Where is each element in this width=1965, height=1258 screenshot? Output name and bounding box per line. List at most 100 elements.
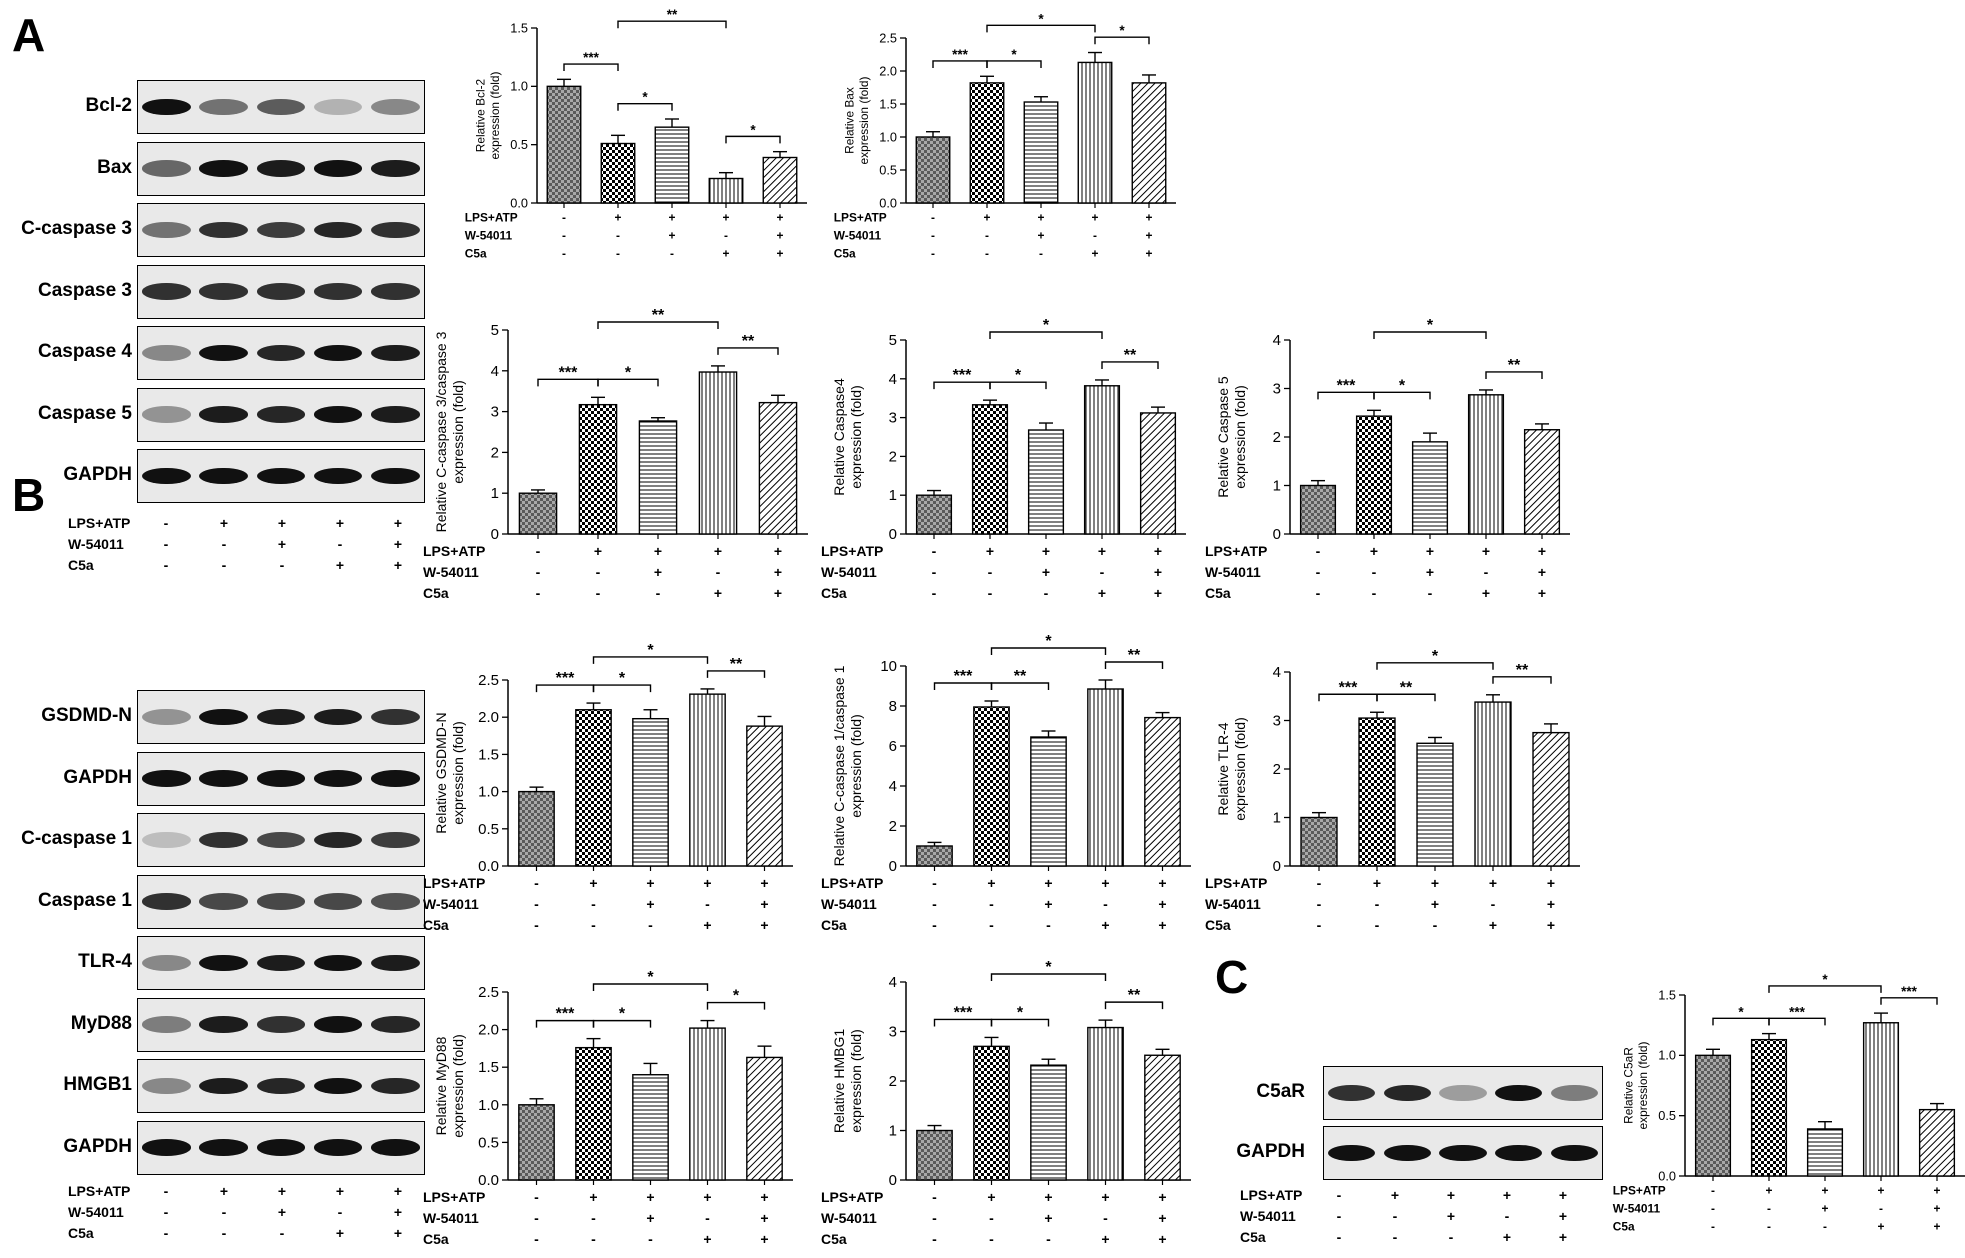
hmgb1-treatment-sign: -: [932, 1210, 937, 1226]
blot-label: GAPDH: [63, 1135, 132, 1157]
blot-c-treatment-label: LPS+ATP: [1240, 1187, 1303, 1203]
gsdmd-treatment-sign: +: [646, 875, 654, 891]
c5ar-treatment-label: LPS+ATP: [1613, 1184, 1666, 1198]
ccasp1-sig-label: **: [1014, 668, 1027, 685]
hmgb1-treatment-label: W-54011: [821, 1210, 877, 1226]
blot-a-treatment-sign: +: [393, 515, 403, 531]
blot-b-treatment-sign: +: [335, 1225, 345, 1241]
ccasp3-treatment-sign: -: [656, 585, 661, 601]
bcl2-bar: [546, 85, 582, 204]
blot-band: [313, 831, 363, 849]
gsdmd-treatment-sign: +: [760, 875, 768, 891]
casp4-treatment-label: LPS+ATP: [821, 543, 883, 559]
gsdmd-treatment-sign: +: [646, 896, 654, 912]
bcl2-treatment-sign: -: [562, 211, 566, 225]
blot-band: [256, 283, 306, 300]
bcl2-treatment-sign: +: [723, 211, 730, 225]
blot-strip: [137, 997, 425, 1052]
tlr4-treatment-label: LPS+ATP: [1205, 875, 1267, 891]
blot-a-treatment-sign: -: [221, 557, 227, 573]
tlr4-sig-bracket: [1492, 676, 1552, 684]
gsdmd-treatment-sign: +: [760, 917, 768, 933]
ccasp3-treatment-sign: -: [536, 564, 541, 580]
blot-label: GAPDH: [63, 464, 132, 485]
ccasp1-treatment-sign: +: [1158, 917, 1166, 933]
bcl2-sig-bracket: [617, 103, 673, 111]
c5ar-y-label: expression (fold): [1636, 1042, 1650, 1130]
tlr4-sig-label: **: [1516, 662, 1529, 679]
casp5-y-tick-label: 1: [1273, 478, 1281, 495]
ccasp1-bar: [1087, 688, 1124, 867]
blot-band: [313, 954, 363, 972]
gsdmd-treatment-label: LPS+ATP: [423, 875, 485, 891]
blot-c-treatment-sign: +: [1558, 1229, 1568, 1245]
blot-label: HMGB1: [63, 1074, 132, 1095]
blot-strip: [1323, 1066, 1603, 1120]
casp5-treatment-sign: +: [1538, 564, 1546, 580]
casp4-treatment-sign: +: [1154, 564, 1162, 580]
casp4-treatment-sign: +: [1098, 585, 1106, 601]
tlr4-y-tick-label: 1: [1273, 810, 1281, 827]
blot-band: [371, 708, 420, 726]
myd88-treatment-sign: -: [534, 1210, 539, 1226]
casp5-treatment-label: LPS+ATP: [1205, 543, 1267, 559]
myd88-y-label: Relative MyD88: [433, 1036, 449, 1135]
blot-band: [371, 893, 420, 910]
blot-strip: [137, 1120, 425, 1175]
blot-band: [313, 344, 363, 362]
blot-band: [313, 467, 363, 485]
tlr4-treatment-sign: -: [1375, 896, 1380, 912]
ccasp1-treatment-sign: +: [1158, 896, 1166, 912]
ccasp1-treatment-sign: -: [1046, 917, 1051, 933]
gsdmd-sig-bracket: [592, 684, 652, 693]
casp4-treatment-label: W-54011: [821, 564, 877, 580]
ccasp1-bar: [916, 845, 953, 867]
gsdmd-treatment-sign: +: [589, 875, 597, 891]
gsdmd-y-tick-label: 0.0: [478, 858, 499, 875]
c5ar-treatment-sign: -: [1823, 1220, 1827, 1234]
bax-sig-bracket: [932, 60, 988, 68]
blot-band: [313, 893, 363, 910]
ccasp1-treatment-label: LPS+ATP: [821, 875, 883, 891]
casp4-sig-label: **: [1124, 347, 1137, 364]
hmgb1-bar: [1030, 1064, 1067, 1181]
casp5-treatment-sign: -: [1316, 585, 1321, 601]
ccasp3-treatment-sign: +: [774, 585, 782, 601]
hmgb1-treatment-sign: -: [1103, 1210, 1108, 1226]
ccasp1-y-tick-label: 4: [889, 778, 897, 795]
bax-treatment-sign: -: [1093, 229, 1097, 243]
blot-band: [256, 1077, 306, 1095]
gsdmd-y-tick-label: 1.5: [478, 746, 499, 763]
c5ar-treatment-sign: -: [1711, 1184, 1715, 1198]
myd88-y-tick-label: 1.5: [478, 1059, 499, 1076]
casp4-bar: [971, 404, 1009, 535]
tlr4-sig-label: **: [1400, 679, 1413, 696]
hmgb1-sig-label: *: [1017, 1004, 1024, 1021]
bax-bar: [1077, 61, 1113, 204]
blot-label: Caspase 5: [37, 402, 132, 424]
myd88-treatment-sign: +: [760, 1231, 768, 1247]
blot-band: [313, 1016, 363, 1033]
bcl2-treatment-label: LPS+ATP: [465, 211, 518, 225]
blot-band: [256, 893, 306, 910]
blot-strip: [137, 690, 425, 744]
bax-sig-bracket: [1094, 36, 1150, 45]
gsdmd-y-tick-label: 2.5: [478, 672, 499, 689]
c5ar-treatment-label: W-54011: [1613, 1202, 1661, 1216]
blot-band: [256, 221, 306, 239]
casp5-treatment-sign: +: [1482, 585, 1490, 601]
bcl2-bar: [654, 126, 690, 204]
c5ar-treatment-sign: +: [1934, 1184, 1941, 1198]
tlr4-y-label: expression (fold): [1232, 717, 1248, 821]
blot-b-treatment-sign: +: [219, 1183, 229, 1199]
panel-letter-c: C: [1215, 951, 1249, 1003]
blot-band: [256, 831, 306, 849]
myd88-sig-label: *: [733, 988, 740, 1005]
blot-strip: [137, 387, 425, 442]
bax-y-tick-label: 0.0: [879, 195, 897, 210]
blot-label: C-caspase 1: [21, 828, 132, 849]
blot-band: [199, 98, 249, 116]
c5ar-treatment-sign: +: [1878, 1220, 1885, 1234]
hmgb1-treatment-sign: -: [989, 1210, 994, 1226]
